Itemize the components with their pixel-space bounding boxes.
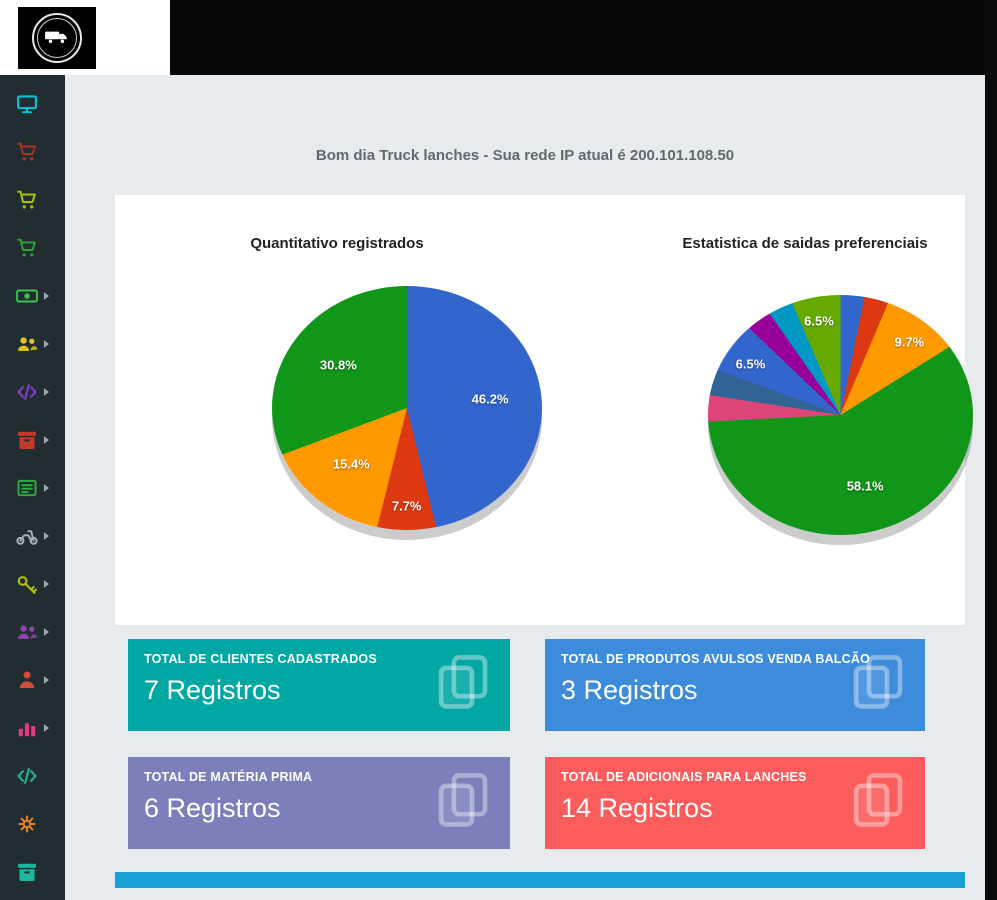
truck-icon (44, 27, 70, 50)
pie-slice-label: 15.4% (332, 456, 370, 472)
submenu-caret-icon (44, 340, 49, 348)
box-icon (16, 861, 38, 883)
sidebar-item-cart-green[interactable] (0, 224, 65, 272)
main-content: Bom dia Truck lanches - Sua rede IP atua… (65, 75, 985, 900)
cart-icon (16, 189, 38, 211)
sidebar-item-users-purple[interactable] (0, 608, 65, 656)
submenu-caret-icon (44, 292, 49, 300)
pie-slice-label: 46.2% (471, 391, 509, 407)
chart-title-estatistica: Estatistica de saidas preferenciais (682, 235, 928, 252)
info-box-2: TOTAL DE PRODUTOS AVULSOS VENDA BALCÃO 3 … (545, 639, 925, 731)
person-icon (16, 669, 38, 691)
pie-slice-label: 6.5% (735, 356, 766, 372)
info-box-4: TOTAL DE ADICIONAIS PARA LANCHES 14 Regis… (545, 757, 925, 849)
info-box-label: TOTAL DE PRODUTOS AVULSOS VENDA BALCÃO (561, 652, 871, 666)
sidebar-item-code-purple[interactable] (0, 368, 65, 416)
users-icon (16, 333, 38, 355)
sidebar-item-code-green[interactable] (0, 752, 65, 800)
motorcycle-icon (16, 525, 38, 547)
caret-spacer (44, 772, 49, 780)
info-box-value: 6 Registros (144, 793, 281, 823)
cart-icon (16, 237, 38, 259)
submenu-caret-icon (44, 724, 49, 732)
header-logo-area (0, 0, 170, 75)
sidebar-item-cart-maroon[interactable] (0, 128, 65, 176)
submenu-caret-icon (44, 436, 49, 444)
caret-spacer (44, 868, 49, 876)
sidebar-item-box-teal[interactable] (0, 848, 65, 896)
info-box-value: 7 Registros (144, 675, 281, 705)
gears-icon (16, 813, 38, 835)
sidebar-item-list-green[interactable] (0, 464, 65, 512)
info-box-1: TOTAL DE CLIENTES CADASTRADOS 7 Registros (128, 639, 510, 731)
pages-icon (432, 769, 494, 831)
pages-icon (847, 769, 909, 831)
pie-chart-estatistica: 9.7% 58.1% 6.5% 6.5% (708, 295, 973, 535)
sidebar-item-motorcycle[interactable] (0, 512, 65, 560)
caret-spacer (44, 148, 49, 156)
submenu-caret-icon (44, 388, 49, 396)
monitor-icon (16, 93, 38, 115)
submenu-caret-icon (44, 484, 49, 492)
code-icon (16, 765, 38, 787)
info-box-partial (115, 872, 965, 888)
window-right-gutter (985, 0, 997, 900)
sidebar-item-gears-orange[interactable] (0, 800, 65, 848)
submenu-caret-icon (44, 532, 49, 540)
key-icon (16, 573, 38, 595)
submenu-caret-icon (44, 628, 49, 636)
info-box-label: TOTAL DE MATÉRIA PRIMA (144, 770, 313, 784)
sidebar-item-dashboard[interactable] (0, 80, 65, 128)
sidebar-item-money[interactable] (0, 272, 65, 320)
info-box-3: TOTAL DE MATÉRIA PRIMA 6 Registros (128, 757, 510, 849)
submenu-caret-icon (44, 676, 49, 684)
pages-icon (847, 651, 909, 713)
pages-icon (432, 651, 494, 713)
info-box-label: TOTAL DE ADICIONAIS PARA LANCHES (561, 770, 807, 784)
sidebar-item-cart-lime[interactable] (0, 176, 65, 224)
pie-slice-label: 6.5% (804, 313, 834, 329)
info-box-label: TOTAL DE CLIENTES CADASTRADOS (144, 652, 377, 666)
pie-chart-quantitativo: 46.2% 7.7% 15.4% 30.8% (272, 286, 542, 530)
money-icon (16, 285, 38, 307)
info-box-value: 3 Registros (561, 675, 698, 705)
sidebar-menu (0, 75, 65, 900)
top-header-bar (0, 0, 997, 75)
sidebar-item-users-yellow[interactable] (0, 320, 65, 368)
chart-icon (16, 717, 38, 739)
users-icon (16, 621, 38, 643)
list-icon (16, 477, 38, 499)
charts-panel: Quantitativo registrados Estatistica de … (115, 195, 973, 625)
caret-spacer (44, 196, 49, 204)
pie-slice-label: 7.7% (391, 498, 422, 514)
emblem-inner-ring (37, 18, 77, 58)
truck-lanches-emblem (32, 13, 82, 63)
submenu-caret-icon (44, 580, 49, 588)
pie-slice-label: 58.1% (846, 478, 884, 494)
box-icon (16, 429, 38, 451)
info-box-value: 14 Registros (561, 793, 713, 823)
sidebar-item-chart-pink[interactable] (0, 704, 65, 752)
chart-title-quantitativo: Quantitativo registrados (250, 235, 424, 252)
caret-spacer (44, 100, 49, 108)
greeting-text: Bom dia Truck lanches - Sua rede IP atua… (315, 147, 735, 164)
sidebar-item-box-red[interactable] (0, 416, 65, 464)
caret-spacer (44, 820, 49, 828)
sidebar-item-person-red[interactable] (0, 656, 65, 704)
app-logo[interactable] (18, 7, 96, 69)
caret-spacer (44, 244, 49, 252)
cart-icon (16, 141, 38, 163)
pie-slice-label: 30.8% (319, 357, 357, 373)
pie-slice-label: 9.7% (894, 334, 925, 350)
sidebar-item-key[interactable] (0, 560, 65, 608)
code-icon (16, 381, 38, 403)
